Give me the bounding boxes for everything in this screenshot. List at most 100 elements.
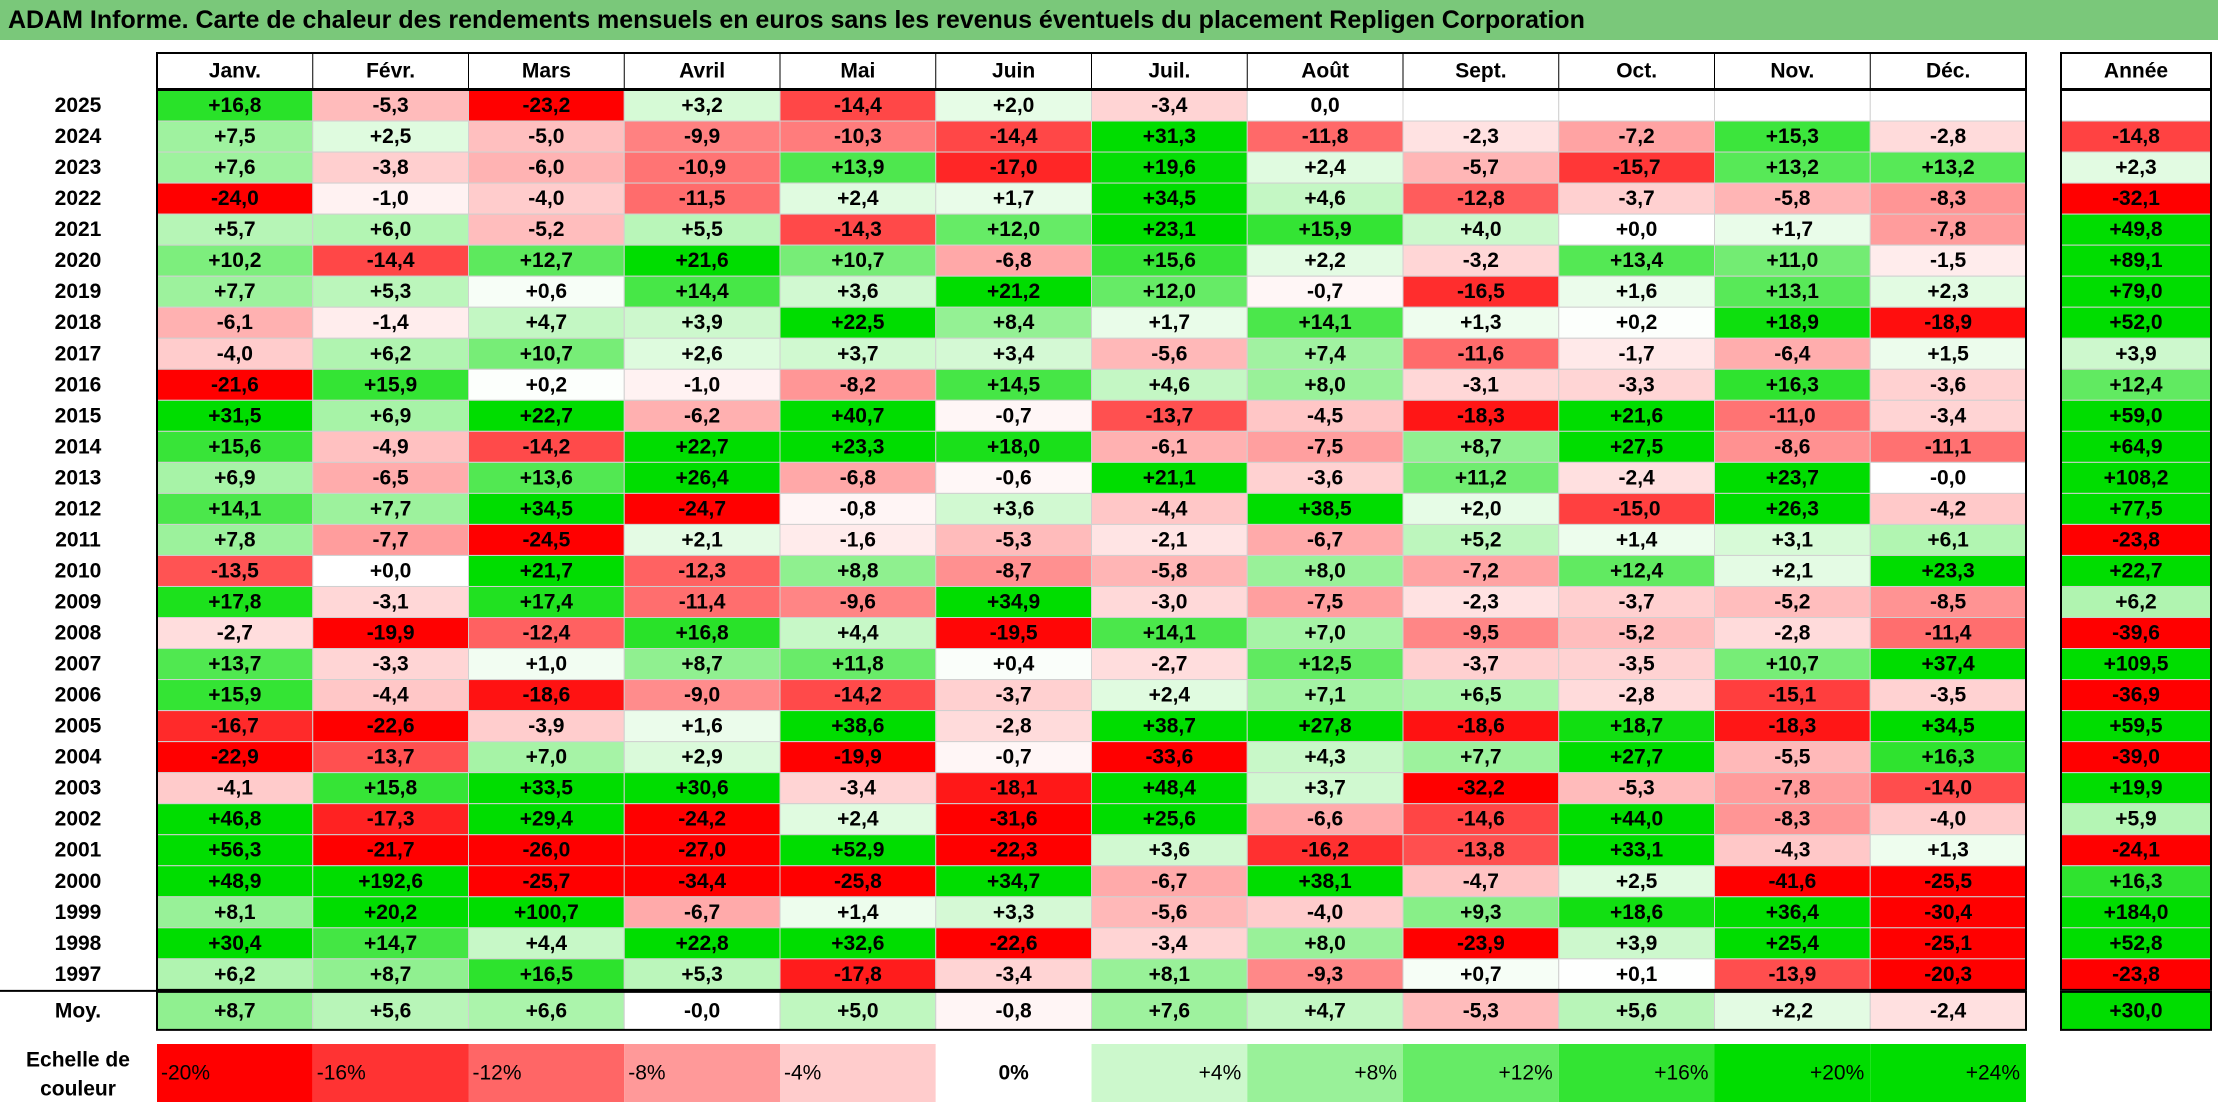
cell-value: +3,7 [1304,777,1345,800]
cell-value: +16,3 [1922,746,1975,769]
cell-value: +46,8 [208,808,261,831]
cell-value: +3,7 [837,342,878,365]
cell-value: -6,7 [1307,528,1343,551]
heatmap-cell [1402,710,1560,743]
average-value: +5,6 [370,999,411,1022]
cell-value: -3,3 [373,653,409,676]
cell-value: +22,8 [676,932,729,955]
heatmap-cell [623,803,781,836]
cell-value: +0,0 [1616,218,1657,241]
annual-value: +109,5 [2104,653,2169,676]
cell-value: -11,8 [1302,125,1349,148]
year-label: 2012 [55,497,102,520]
heatmap-cell [779,803,937,836]
cell-value: -2,8 [1774,622,1811,645]
scale-step-label: 0% [998,1062,1029,1085]
heatmap-cell [1869,896,2027,929]
cell-value: +15,9 [1299,218,1352,241]
annual-value: +59,0 [2109,404,2162,427]
cell-value: +1,3 [1927,839,1968,862]
scale-step-label: +20% [1810,1062,1864,1085]
heatmap-cell [312,772,469,805]
cell-value: -2,1 [1151,528,1188,551]
cell-value: +38,5 [1299,497,1352,520]
cell-value: +6,0 [370,218,411,241]
heatmap-cell [156,679,314,712]
cell-value: -0,6 [996,466,1032,489]
heatmap-cell [1091,89,1248,122]
cell-value: +14,1 [1143,622,1196,645]
cell-value: +0,6 [526,280,567,303]
year-label: 2007 [55,653,102,676]
heatmap-cell [1091,492,1248,525]
scale-step-label: +8% [1354,1062,1397,1085]
cell-value: -5,2 [528,218,564,241]
heatmap-cell [312,958,469,991]
heatmap-cell [1869,927,2027,960]
cell-value: +2,6 [681,342,722,365]
cell-value: +30,6 [676,777,729,800]
cell-value: +2,5 [370,125,412,148]
year-label: 2001 [55,839,102,862]
cell-value: +33,1 [1610,839,1663,862]
cell-value: -18,3 [1457,404,1505,427]
heatmap-cell [1558,399,1715,432]
cell-value: +1,7 [993,187,1034,210]
cell-value: +14,1 [208,497,261,520]
cell-value: +6,2 [370,342,411,365]
heatmap-cell [623,772,781,805]
heatmap-cell [935,306,1092,339]
heatmap-cell [1558,461,1715,494]
cell-value: +37,4 [1922,653,1975,676]
cell-value: -32,2 [1457,777,1505,800]
heatmap-cell [935,275,1092,308]
cell-value: -1,0 [373,187,409,210]
heatmap-cell [1246,554,1404,587]
cell-value: -6,7 [1151,870,1187,893]
heatmap-cell [156,275,314,308]
cell-value: +2,4 [1149,684,1191,707]
cell-value: +10,7 [520,342,573,365]
cell-value: -3,7 [996,684,1032,707]
cell-value: -15,0 [1613,497,1661,520]
cell-value: -8,7 [996,559,1032,582]
cell-value: +3,9 [681,311,722,334]
cell-value: -11,0 [1769,404,1816,427]
annual-cell [2060,492,2212,525]
month-header: Déc. [1926,60,1970,83]
cell-value: +5,5 [681,218,723,241]
heatmap-cell [312,803,469,836]
cell-value: +2,2 [1304,249,1345,272]
year-label: 2014 [55,435,102,458]
year-label: 2023 [55,156,102,179]
heatmap-cell [1091,679,1248,712]
average-value: +5,0 [837,999,878,1022]
year-label: 2013 [55,466,102,489]
average-frame [156,990,2027,1031]
cell-value: -6,0 [528,156,564,179]
cell-value: -20,3 [1924,963,1972,986]
cell-value: +21,1 [1143,466,1196,489]
cell-value: 0,0 [1311,94,1340,117]
annual-header: Année [2104,60,2168,83]
heatmap-cell [156,430,314,463]
heatmap-cell [156,927,314,960]
heatmap-cell [468,710,625,743]
cell-value: -6,1 [1151,435,1188,458]
heatmap-cell [1402,306,1560,339]
heatmap-cell [1402,958,1560,991]
cell-value: -3,1 [1463,373,1500,396]
average-cell [1869,991,2027,1031]
cell-value: +7,6 [214,156,255,179]
cell-value: +12,7 [520,249,573,272]
cell-value: +1,0 [526,653,567,676]
cell-value: -25,7 [522,870,570,893]
cell-value: -23,2 [522,94,570,117]
cell-value: -7,5 [1307,590,1344,613]
cell-value: -16,5 [1457,280,1505,303]
annual-value: -24,1 [2112,839,2160,862]
cell-value: +36,4 [1766,901,1819,924]
annual-value: +64,9 [2109,435,2162,458]
cell-value: -7,8 [1774,777,1811,800]
heatmap-cell [1402,554,1560,587]
